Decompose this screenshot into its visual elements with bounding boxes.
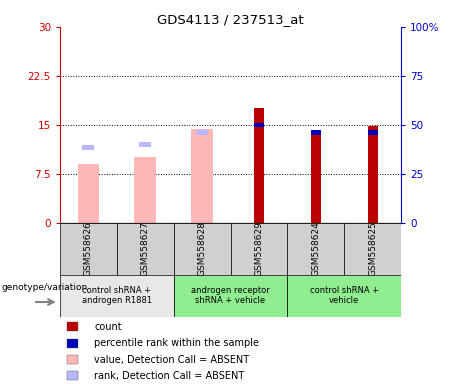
Text: control shRNA +
vehicle: control shRNA + vehicle xyxy=(310,286,379,305)
Bar xyxy=(174,223,230,275)
Bar xyxy=(287,275,401,317)
Bar xyxy=(67,339,78,348)
Text: GSM558629: GSM558629 xyxy=(254,221,263,276)
Bar xyxy=(311,130,321,135)
Title: GDS4113 / 237513_at: GDS4113 / 237513_at xyxy=(157,13,304,26)
Bar xyxy=(254,109,264,223)
Bar xyxy=(367,126,378,223)
Text: genotype/variation: genotype/variation xyxy=(1,283,88,292)
Bar xyxy=(135,157,156,223)
Bar xyxy=(287,223,344,275)
Bar xyxy=(60,275,174,317)
Text: GSM558625: GSM558625 xyxy=(368,221,377,276)
Text: percentile rank within the sample: percentile rank within the sample xyxy=(94,338,259,348)
Bar xyxy=(196,130,208,135)
Bar xyxy=(254,122,264,127)
Bar xyxy=(191,129,213,223)
Bar xyxy=(82,146,95,150)
Text: GSM558628: GSM558628 xyxy=(198,221,207,276)
Bar xyxy=(367,130,378,135)
Bar xyxy=(117,223,174,275)
Text: androgen receptor
shRNA + vehicle: androgen receptor shRNA + vehicle xyxy=(191,286,270,305)
Bar xyxy=(230,223,287,275)
Bar xyxy=(174,275,287,317)
Bar xyxy=(77,164,99,223)
Text: rank, Detection Call = ABSENT: rank, Detection Call = ABSENT xyxy=(94,371,244,381)
Text: value, Detection Call = ABSENT: value, Detection Call = ABSENT xyxy=(94,354,249,364)
Text: count: count xyxy=(94,322,122,332)
Bar xyxy=(311,131,321,223)
Bar xyxy=(67,371,78,381)
Bar xyxy=(60,223,117,275)
Text: GSM558627: GSM558627 xyxy=(141,221,150,276)
Bar xyxy=(67,322,78,331)
Text: GSM558626: GSM558626 xyxy=(84,221,93,276)
Bar xyxy=(344,223,401,275)
Text: GSM558624: GSM558624 xyxy=(311,221,320,276)
Bar xyxy=(139,142,151,147)
Text: control shRNA +
androgen R1881: control shRNA + androgen R1881 xyxy=(82,286,152,305)
Bar xyxy=(67,355,78,364)
